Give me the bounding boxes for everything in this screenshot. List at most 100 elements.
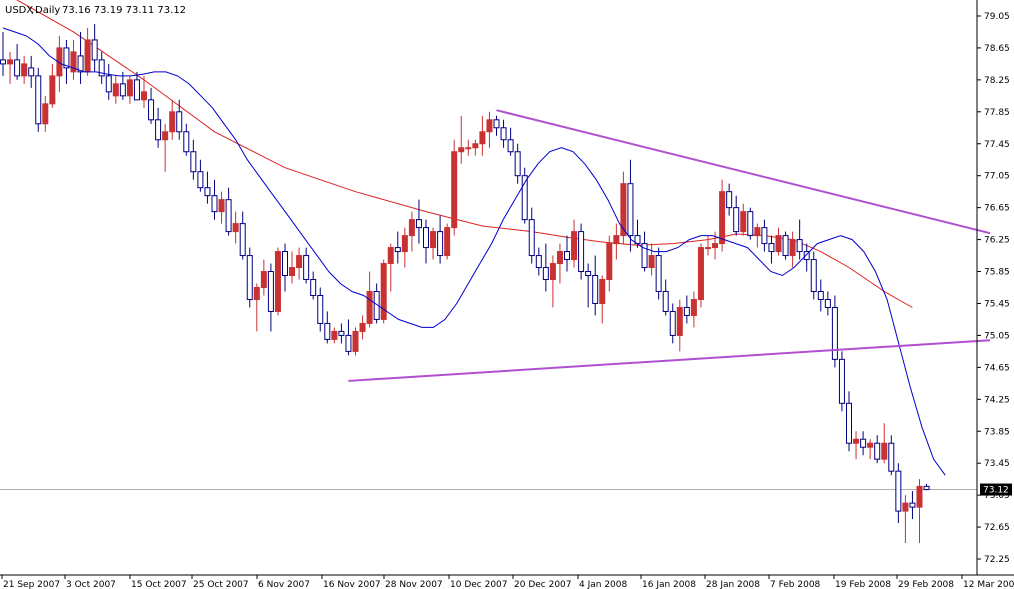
candle — [246, 247, 253, 308]
y-tick-label: 78.25 — [984, 76, 1010, 86]
candle — [345, 319, 352, 356]
candle — [585, 263, 592, 308]
candle-body — [394, 247, 401, 253]
candle — [810, 251, 817, 300]
candle-body — [514, 151, 521, 177]
candle — [98, 51, 105, 84]
candle-body — [486, 119, 493, 133]
candle-body — [549, 263, 556, 281]
candle — [63, 39, 70, 84]
candle — [190, 139, 197, 180]
candle — [394, 231, 401, 264]
candle — [218, 191, 225, 224]
candle-body — [775, 235, 782, 253]
candle-body — [380, 263, 387, 320]
x-tick-label: 10 Dec 2007 — [450, 580, 508, 589]
candle — [148, 87, 155, 124]
candle-body — [493, 119, 500, 129]
candle-body — [91, 39, 98, 61]
candle — [303, 247, 310, 284]
y-tick-label: 73.05 — [984, 491, 1010, 501]
candle — [782, 231, 789, 260]
candle — [204, 171, 211, 204]
candle-body — [860, 438, 867, 448]
candle — [451, 139, 458, 236]
candle — [444, 223, 451, 260]
candle-body — [641, 243, 648, 269]
candle-body — [761, 227, 768, 245]
candle — [126, 75, 133, 104]
candle-body — [7, 59, 14, 65]
candle-body — [162, 131, 169, 141]
candle — [500, 119, 507, 148]
header-separator: , — [31, 5, 34, 16]
candle-body — [669, 310, 676, 336]
candle-body — [84, 39, 91, 73]
candle — [296, 247, 303, 280]
candle-body — [535, 255, 542, 269]
candle — [507, 127, 514, 156]
candle — [331, 327, 338, 344]
x-tick-label: 12 Mar 2008 — [963, 580, 1014, 589]
candle — [267, 263, 274, 332]
candle — [867, 439, 874, 460]
candle — [556, 243, 563, 284]
candle — [853, 431, 860, 460]
candle — [289, 251, 296, 284]
header-ohlc: 73.16 73.19 73.11 73.12 — [62, 5, 186, 16]
candle — [359, 315, 366, 340]
candle — [747, 207, 754, 240]
candle — [430, 227, 437, 260]
y-tick-label: 75.85 — [984, 268, 1010, 278]
candle — [458, 115, 465, 164]
candle — [789, 231, 796, 268]
candle — [803, 243, 810, 272]
candle-body — [627, 183, 634, 237]
y-tick-label: 73.45 — [984, 459, 1010, 469]
candle-body — [148, 99, 155, 121]
candle-body — [796, 239, 803, 253]
candle-body — [733, 207, 740, 233]
candle-body — [909, 502, 916, 508]
candle — [690, 291, 697, 328]
candle-body — [352, 330, 359, 352]
candle-body — [253, 287, 260, 300]
candle-body — [768, 243, 775, 253]
candle-body — [119, 83, 126, 97]
candle — [493, 115, 500, 136]
trendline — [496, 109, 991, 235]
candle — [838, 351, 845, 412]
candle-body — [49, 75, 56, 105]
candle — [317, 287, 324, 332]
candle — [514, 143, 521, 184]
chart-header: USDX , Daily 73.16 73.19 73.11 73.12 — [5, 5, 186, 16]
x-tick-label: 25 Oct 2007 — [193, 580, 249, 589]
x-tick-label: 7 Feb 2008 — [770, 580, 821, 589]
candle — [49, 63, 56, 108]
candle-body — [655, 255, 662, 292]
y-axis-ticks: 79.05 78.65 78.25 77.85 77.45 77.05 76.65 76.25… — [977, 12, 1010, 565]
candle — [817, 279, 824, 312]
candle-body — [465, 147, 472, 150]
candle — [676, 299, 683, 352]
candle — [846, 391, 852, 452]
y-tick-label: 75.45 — [984, 299, 1010, 309]
candle — [620, 171, 627, 244]
candle-body — [21, 63, 28, 77]
candle-body — [387, 247, 394, 265]
candle-body — [521, 175, 528, 221]
candle — [260, 259, 267, 296]
candle — [613, 223, 620, 260]
candle — [141, 75, 147, 108]
candle — [282, 243, 288, 292]
fast-moving-average — [2, 27, 946, 476]
candle — [831, 295, 838, 368]
candle-body — [14, 59, 21, 77]
candle-body — [719, 191, 726, 245]
candle — [105, 63, 112, 100]
candle-body — [437, 231, 444, 257]
candle-body — [331, 330, 338, 340]
candle-body — [613, 235, 620, 245]
candle-body — [923, 485, 930, 491]
candle — [162, 123, 169, 172]
